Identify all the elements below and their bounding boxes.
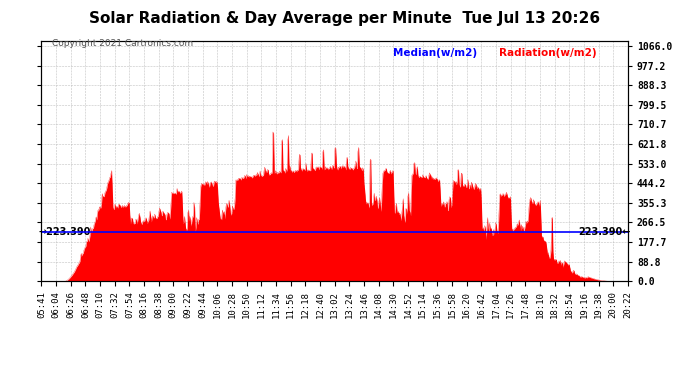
- Text: →223.390: →223.390: [39, 227, 91, 237]
- Text: Solar Radiation & Day Average per Minute  Tue Jul 13 20:26: Solar Radiation & Day Average per Minute…: [90, 11, 600, 26]
- Text: Median(w/m2): Median(w/m2): [393, 48, 477, 58]
- Text: Radiation(w/m2): Radiation(w/m2): [499, 48, 596, 58]
- Text: Copyright 2021 Cartronics.com: Copyright 2021 Cartronics.com: [52, 39, 193, 48]
- Text: 223.390←: 223.390←: [578, 227, 631, 237]
